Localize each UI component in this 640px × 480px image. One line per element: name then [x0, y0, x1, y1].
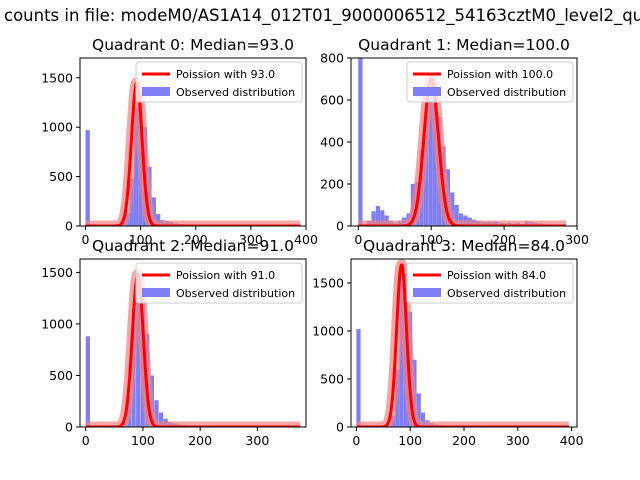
histogram-bar: [399, 283, 404, 427]
x-tick-label: 300: [245, 433, 269, 448]
histogram-bar: [151, 197, 156, 226]
x-tick-label: 0: [354, 232, 362, 247]
legend: Poission with 93.0 Observed distribution: [135, 61, 303, 103]
histogram-bar: [371, 211, 376, 226]
histogram-bar: [358, 58, 363, 226]
histogram-bar: [134, 107, 139, 226]
chart-title: Quadrant 3: Median=84.0: [363, 237, 565, 255]
histogram-bar: [454, 205, 459, 226]
x-tick-label: 200: [188, 433, 212, 448]
legend: Poission with 100.0 Observed distribution: [406, 61, 574, 103]
x-tick-label: 100: [419, 232, 443, 247]
legend-box: [135, 61, 303, 103]
chart-title: Quadrant 1: Median=100.0: [358, 36, 570, 54]
legend-bar-swatch: [413, 288, 441, 297]
poisson-curve: [84, 81, 302, 226]
y-tick-label: 1000: [41, 316, 73, 331]
legend-bar-label: Observed distribution: [176, 86, 295, 99]
x-tick-label: 400: [560, 433, 584, 448]
legend: Poission with 84.0 Observed distribution: [406, 262, 574, 304]
x-tick-label: 100: [129, 232, 153, 247]
y-tick-label: 800: [320, 51, 344, 66]
legend-box: [406, 262, 574, 304]
legend-box: [135, 262, 303, 304]
legend-line-label: Poission with 84.0: [447, 269, 546, 282]
y-tick-label: 600: [320, 93, 344, 108]
histogram-bar: [380, 210, 385, 226]
y-tick-label: 0: [65, 219, 73, 234]
histogram-bar: [428, 97, 433, 226]
x-tick-label: 200: [452, 433, 476, 448]
x-tick-label: 100: [131, 433, 155, 448]
x-tick-label: 400: [294, 232, 318, 247]
y-tick-label: 0: [336, 219, 344, 234]
histogram-bar: [85, 130, 90, 226]
legend-bar-label: Observed distribution: [176, 287, 295, 300]
y-tick-label: 500: [320, 372, 344, 387]
chart-quadrant-1: Quadrant 1: Median=100.0 0 100 200 300 0 200 40…: [320, 36, 589, 247]
x-tick-label: 300: [565, 232, 589, 247]
legend-bar-label: Observed distribution: [447, 86, 566, 99]
chart-title: Quadrant 2: Median=91.0: [92, 237, 294, 255]
x-tick-label: 0: [352, 433, 360, 448]
histogram-bar: [154, 400, 159, 427]
x-tick-label: 200: [184, 232, 208, 247]
y-tick-label: 1500: [312, 276, 344, 291]
plot-area: [80, 268, 306, 427]
histogram-bar: [158, 412, 164, 427]
histogram-bar: [450, 192, 455, 226]
chart-quadrant-3: Quadrant 3: Median=84.0 0 100 200 300 400 0 500…: [312, 237, 583, 448]
histogram-bar: [458, 213, 464, 226]
x-tick-label: 300: [506, 433, 530, 448]
chart-quadrant-0: Quadrant 0: Median=93.0 0 100 200 300 400 0 500…: [41, 36, 318, 247]
x-tick-label: 300: [239, 232, 263, 247]
x-tick-label: 100: [398, 433, 422, 448]
y-tick-label: 0: [65, 420, 73, 435]
chart-title: Quadrant 0: Median=93.0: [92, 36, 294, 54]
poisson-curve: [355, 263, 570, 427]
x-tick-label: 0: [82, 433, 90, 448]
legend-box: [406, 61, 574, 103]
figure-suptitle: Histogram of counts in file: modeM0/AS1A…: [0, 6, 640, 26]
legend-bar-swatch: [142, 87, 170, 96]
y-tick-label: 500: [49, 368, 73, 383]
x-tick-label: 200: [492, 232, 516, 247]
x-tick-label: 0: [82, 232, 90, 247]
y-tick-label: 1000: [41, 120, 73, 135]
legend-line-label: Poission with 93.0: [176, 68, 275, 81]
histogram-bar: [416, 393, 421, 427]
histogram-bar: [156, 214, 161, 226]
histogram-bar: [432, 104, 437, 226]
axes-frame: [79, 57, 307, 227]
y-tick-label: 1500: [41, 70, 73, 85]
legend-bar-swatch: [142, 288, 170, 297]
histogram-bar: [420, 412, 426, 427]
plot-area: [351, 259, 574, 427]
y-tick-label: 1500: [41, 265, 73, 280]
y-tick-label: 400: [320, 135, 344, 150]
legend-line-label: Poission with 100.0: [447, 68, 553, 81]
y-tick-label: 1000: [312, 324, 344, 339]
y-tick-label: 200: [320, 177, 344, 192]
histogram-bar: [375, 206, 381, 226]
y-tick-label: 0: [336, 420, 344, 435]
histogram-bar: [356, 329, 361, 427]
poisson-curve: [84, 272, 302, 427]
histogram-bar: [136, 272, 141, 427]
legend-bar-swatch: [413, 87, 441, 96]
legend-line-label: Poission with 91.0: [176, 269, 275, 282]
chart-quadrant-2: Quadrant 2: Median=91.0 0 100 200 300 0 500 100…: [41, 237, 307, 448]
legend-bar-label: Observed distribution: [447, 287, 566, 300]
legend: Poission with 91.0 Observed distribution: [135, 262, 303, 304]
y-tick-label: 500: [49, 169, 73, 184]
axes-frame: [79, 258, 307, 428]
histogram-bar: [85, 336, 90, 427]
